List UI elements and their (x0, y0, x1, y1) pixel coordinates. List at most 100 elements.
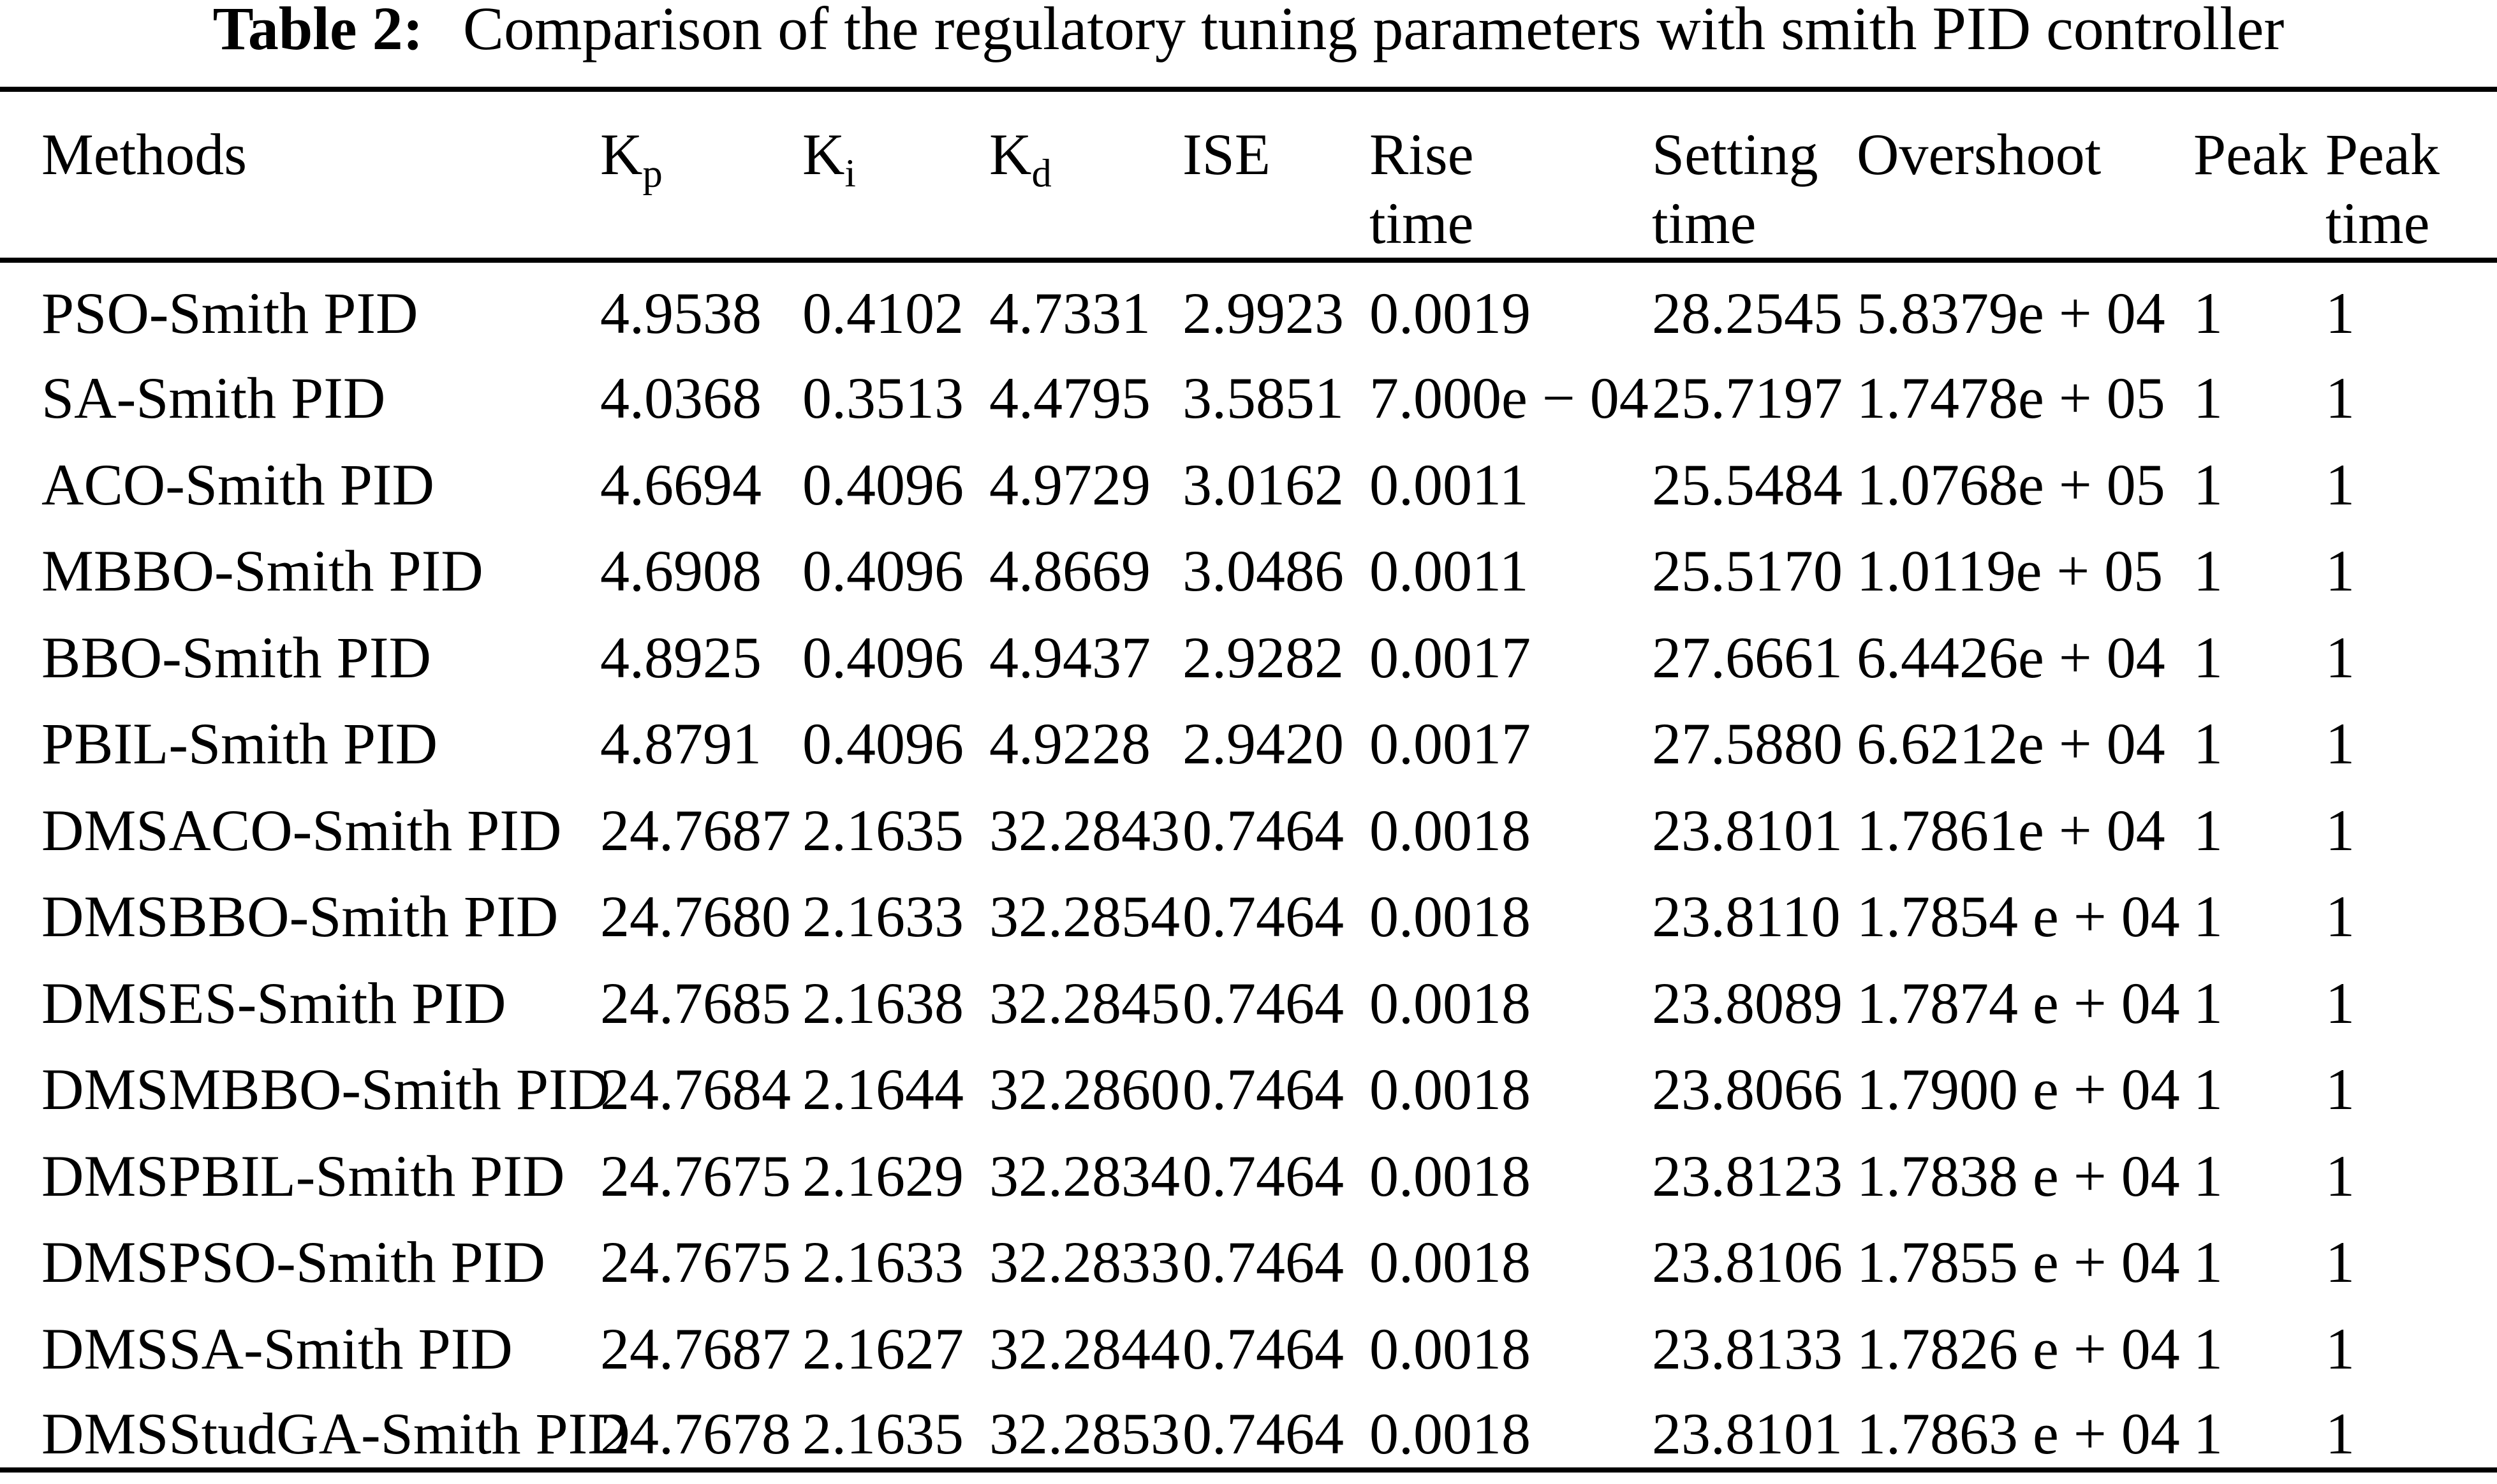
cell-setting-time: 23.8110 (1652, 884, 1841, 950)
cell-method: PSO-Smith PID (41, 280, 418, 346)
cell-kp: 24.7684 (600, 1057, 791, 1122)
cell-kd: 4.4795 (989, 365, 1151, 431)
cell-method: DMSPSO-Smith PID (41, 1230, 545, 1295)
cell-rise-time: 0.0018 (1369, 1230, 1531, 1295)
cell-method: PBIL-Smith PID (41, 711, 438, 777)
cell-kd: 32.2843 (989, 797, 1180, 863)
rise-time-line1: Rise (1369, 122, 1474, 187)
cell-kp: 4.8925 (600, 624, 762, 690)
cell-peak: 1 (2193, 280, 2223, 346)
cell-setting-time: 23.8123 (1652, 1143, 1843, 1209)
cell-kp: 24.7685 (600, 970, 791, 1036)
cell-peak: 1 (2193, 1230, 2223, 1295)
table-row: PSO-Smith PID 4.9538 0.4102 4.7331 2.992… (0, 260, 2497, 347)
cell-ise: 0.7464 (1182, 1230, 1344, 1295)
cell-kd: 4.8669 (989, 538, 1151, 604)
cell-peak-time: 1 (2325, 280, 2355, 346)
cell-kp: 4.0368 (600, 365, 762, 431)
cell-ki: 2.1644 (802, 1057, 964, 1122)
cell-setting-time: 23.8106 (1652, 1230, 1843, 1295)
cell-peak-time: 1 (2325, 970, 2355, 1036)
cell-overshoot: 1.7478e + 05 (1857, 365, 2165, 431)
cell-peak: 1 (2193, 1143, 2223, 1209)
cell-rise-time: 0.0018 (1369, 884, 1531, 950)
cell-ise: 3.5851 (1182, 365, 1344, 431)
cell-method: ACO-Smith PID (41, 452, 434, 517)
cell-method: DMSMBBO-Smith PID (41, 1057, 611, 1122)
cell-kd: 32.2853 (989, 1401, 1180, 1467)
cell-ki: 0.4096 (802, 452, 964, 517)
kp-subscript: p (642, 151, 663, 196)
cell-peak: 1 (2193, 538, 2223, 604)
cell-kp: 24.7687 (600, 1316, 791, 1381)
col-header-kp: Kp (600, 89, 802, 263)
cell-setting-time: 23.8101 (1652, 1401, 1843, 1467)
table-caption: Table 2: Comparison of the regulatory tun… (0, 0, 2497, 64)
cell-setting-time: 25.5170 (1652, 538, 1843, 604)
cell-kp: 4.6908 (600, 538, 762, 604)
cell-method: DMSStudGA-Smith PID (41, 1401, 630, 1467)
cell-peak: 1 (2193, 797, 2223, 863)
col-header-methods: Methods (0, 89, 600, 263)
col-header-ise: ISE (1182, 89, 1369, 263)
cell-peak-time: 1 (2325, 365, 2355, 431)
cell-peak-time: 1 (2325, 624, 2355, 690)
cell-peak-time: 1 (2325, 797, 2355, 863)
cell-ki: 0.4096 (802, 538, 964, 604)
cell-setting-time: 23.8089 (1652, 970, 1843, 1036)
kp-symbol: K (600, 122, 643, 187)
cell-overshoot: 1.7838 e + 04 (1857, 1143, 2180, 1209)
col-header-kd: Kd (989, 89, 1182, 263)
cell-overshoot: 1.7861e + 04 (1857, 797, 2165, 863)
cell-overshoot: 1.7900 e + 04 (1857, 1057, 2180, 1122)
table-row: MBBO-Smith PID 4.6908 0.4096 4.8669 3.04… (0, 520, 2497, 606)
cell-setting-time: 23.8101 (1652, 797, 1843, 863)
ki-symbol: K (802, 122, 845, 187)
table-caption-label: Table 2: (212, 0, 424, 62)
cell-peak: 1 (2193, 1401, 2223, 1467)
col-header-rise-time: Rise time (1369, 89, 1652, 263)
kd-subscript: d (1031, 151, 1052, 196)
table-row: PBIL-Smith PID 4.8791 0.4096 4.9228 2.94… (0, 693, 2497, 779)
table-row: DMSBBO-Smith PID 24.7680 2.1633 32.2854 … (0, 865, 2497, 952)
cell-ki: 2.1633 (802, 1230, 964, 1295)
cell-overshoot: 1.0768e + 05 (1857, 452, 2165, 517)
cell-ki: 0.4096 (802, 711, 964, 777)
cell-kd: 32.2845 (989, 970, 1180, 1036)
cell-rise-time: 7.000e − 04 (1369, 365, 1649, 431)
cell-kd: 32.2854 (989, 884, 1180, 950)
cell-method: DMSPBIL-Smith PID (41, 1143, 565, 1209)
cell-kp: 24.7678 (600, 1401, 791, 1467)
table-row: DMSPBIL-Smith PID 24.7675 2.1629 32.2834… (0, 1124, 2497, 1211)
table-row: SA-Smith PID 4.0368 0.3513 4.4795 3.5851… (0, 347, 2497, 434)
cell-ki: 2.1638 (802, 970, 964, 1036)
cell-peak-time: 1 (2325, 1230, 2355, 1295)
cell-kp: 24.7687 (600, 797, 791, 863)
cell-ise: 0.7464 (1182, 970, 1344, 1036)
cell-ise: 0.7464 (1182, 1316, 1344, 1381)
cell-peak: 1 (2193, 1057, 2223, 1122)
cell-peak-time: 1 (2325, 1401, 2355, 1467)
comparison-table: Methods Kp Ki Kd ISE Rise time Setting t… (0, 87, 2497, 1473)
table-row: BBO-Smith PID 4.8925 0.4096 4.9437 2.928… (0, 606, 2497, 693)
cell-kp: 24.7680 (600, 884, 791, 950)
cell-overshoot: 6.4426e + 04 (1857, 624, 2165, 690)
cell-ise: 2.9420 (1182, 711, 1344, 777)
cell-ki: 0.3513 (802, 365, 964, 431)
cell-peak-time: 1 (2325, 1057, 2355, 1122)
cell-method: SA-Smith PID (41, 365, 386, 431)
cell-peak-time: 1 (2325, 1143, 2355, 1209)
cell-rise-time: 0.0011 (1369, 452, 1529, 517)
cell-rise-time: 0.0011 (1369, 538, 1529, 604)
cell-rise-time: 0.0018 (1369, 970, 1531, 1036)
cell-overshoot: 6.6212e + 04 (1857, 711, 2165, 777)
col-header-ki: Ki (802, 89, 989, 263)
cell-ise: 0.7464 (1182, 884, 1344, 950)
cell-kd: 4.9729 (989, 452, 1151, 517)
cell-kd: 32.2834 (989, 1143, 1180, 1209)
cell-peak: 1 (2193, 365, 2223, 431)
cell-rise-time: 0.0017 (1369, 711, 1531, 777)
cell-kp: 4.8791 (600, 711, 762, 777)
cell-peak: 1 (2193, 970, 2223, 1036)
